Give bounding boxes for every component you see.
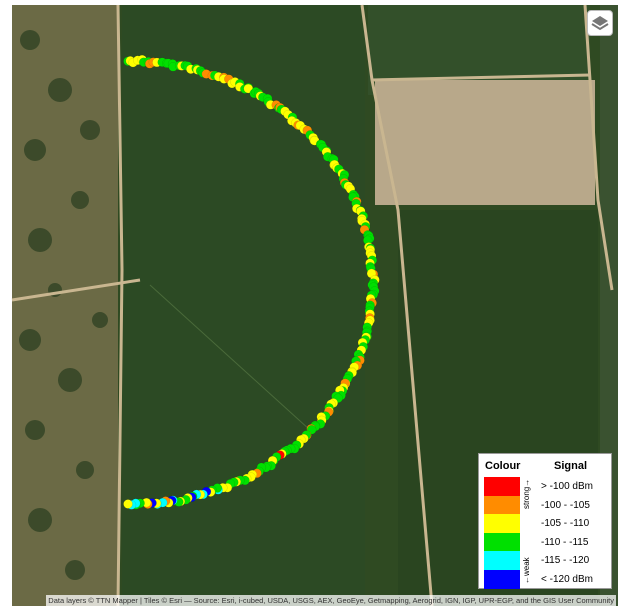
legend-swatch: [484, 533, 520, 552]
strong-label: strong→: [522, 479, 531, 509]
legend-label: -115 - -120: [541, 555, 589, 566]
legend-label: -100 - -105: [541, 500, 590, 511]
legend-label: > -100 dBm: [541, 481, 593, 492]
legend-title: Signal: [554, 460, 587, 472]
legend-label: -110 - -115: [541, 537, 588, 548]
legend-swatch: [484, 551, 520, 570]
legend-label: -105 - -110: [541, 518, 589, 529]
map: Colour Signal strong→ ←weak > -100 dBm -1…: [0, 0, 618, 606]
legend-swatch: [484, 496, 520, 515]
weak-label: ←weak: [522, 557, 531, 584]
pivot-field: [122, 5, 365, 606]
layers-icon: [588, 11, 612, 35]
legend-title: Colour: [485, 460, 520, 472]
layers-control[interactable]: [587, 10, 613, 36]
attribution: Data layers © TTN Mapper | Tiles © Esri …: [46, 595, 616, 606]
legend-label: < -120 dBm: [541, 574, 593, 585]
bare-field: [375, 80, 595, 205]
measurement-dot: [124, 500, 133, 509]
legend: Colour Signal strong→ ←weak > -100 dBm -1…: [478, 453, 612, 589]
legend-swatch: [484, 477, 520, 496]
legend-swatch: [484, 570, 520, 589]
legend-swatch: [484, 514, 520, 533]
